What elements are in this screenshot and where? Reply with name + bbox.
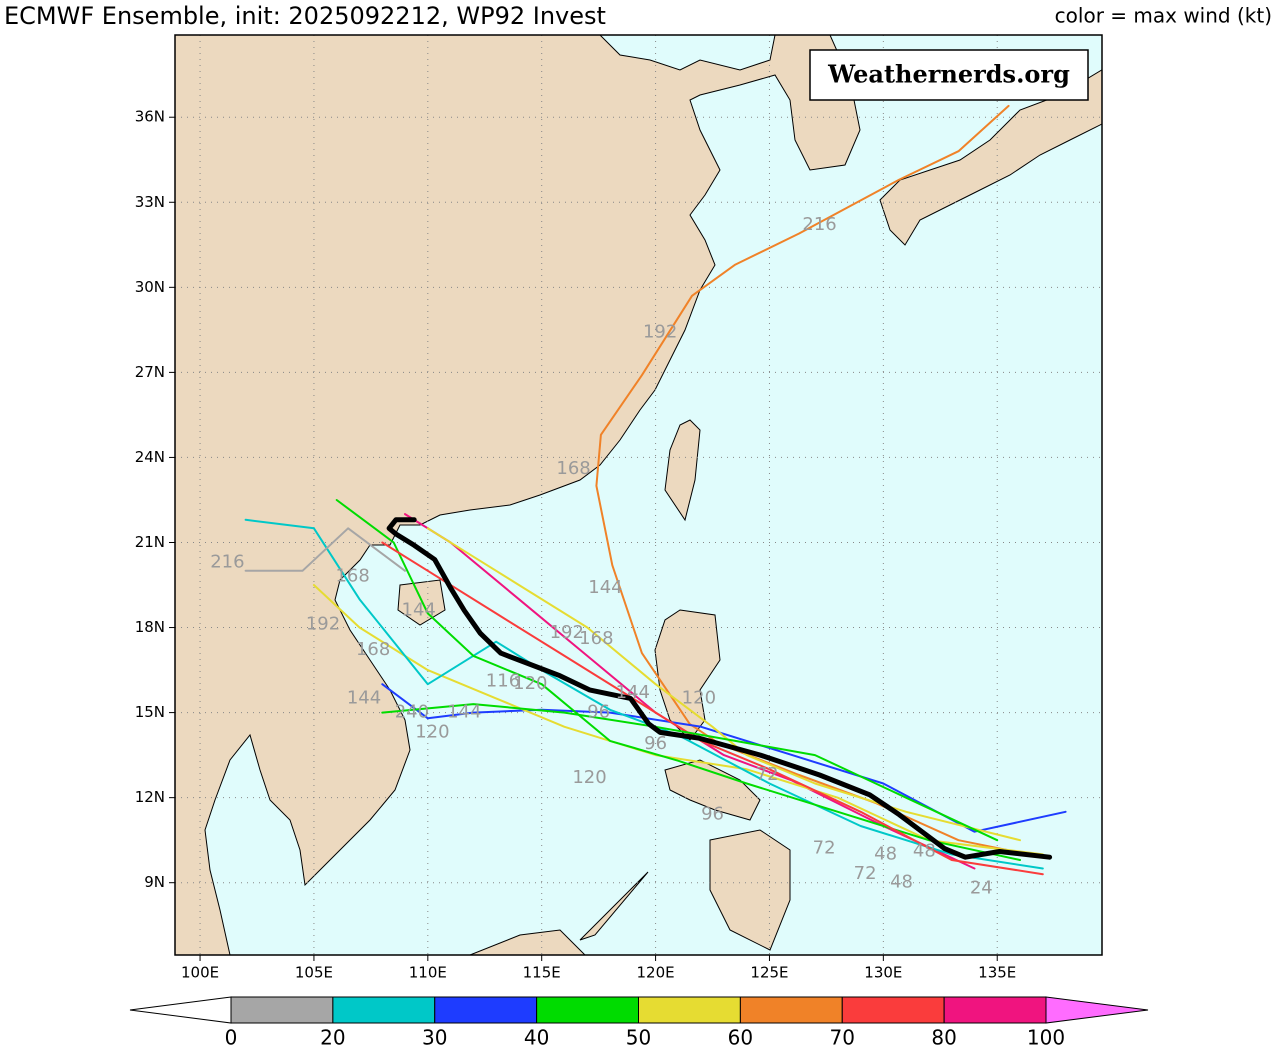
hour-label: 96 xyxy=(644,733,667,754)
title: ECMWF Ensemble, init: 2025092212, WP92 I… xyxy=(4,2,606,30)
colorbar-label: 60 xyxy=(728,1026,753,1050)
hour-label: 144 xyxy=(616,682,650,703)
x-tick-label: 135E xyxy=(978,964,1016,982)
hour-label: 72 xyxy=(854,863,877,884)
colorbar-segment xyxy=(943,996,1047,1024)
colorbar-label: 20 xyxy=(320,1026,345,1050)
tracks xyxy=(244,104,1067,876)
hour-label: 168 xyxy=(356,639,390,660)
colorbar-segment xyxy=(230,996,334,1024)
hour-label: 144 xyxy=(347,687,381,708)
colorbar-segment xyxy=(638,996,741,1024)
hour-label: 144 xyxy=(588,577,622,598)
ensemble-track xyxy=(595,104,1044,859)
ensemble-track xyxy=(244,527,406,572)
y-tick-label: 30N xyxy=(135,278,165,296)
y-tick-label: 15N xyxy=(135,703,165,721)
hour-label: 72 xyxy=(756,764,779,785)
subtitle: color = max wind (kt) xyxy=(1055,4,1272,28)
ensemble-track xyxy=(426,527,1021,842)
axes: 100E 105E 110E 115E 120E 125E 130E 135E 9N 12N 15N… xyxy=(135,108,1017,982)
hour-label: 120 xyxy=(682,687,716,708)
y-tick-label: 33N xyxy=(135,193,165,211)
ensemble-track xyxy=(335,499,1021,861)
x-tick-label: 130E xyxy=(864,964,902,982)
colorbar-label: 70 xyxy=(830,1026,855,1050)
colorbar-label: 30 xyxy=(422,1026,447,1050)
x-tick-label: 100E xyxy=(181,964,219,982)
colorbar-label: 50 xyxy=(626,1026,651,1050)
x-tick-label: 120E xyxy=(637,964,675,982)
hour-label: 72 xyxy=(813,838,836,859)
colorbar-segment xyxy=(739,996,843,1024)
hour-label: 120 xyxy=(415,721,449,742)
hour-label: 216 xyxy=(802,214,836,235)
colorbar-label: 40 xyxy=(524,1026,549,1050)
hour-label: 96 xyxy=(701,804,724,825)
hour-labels: 2161921681442161681921681442401201441441… xyxy=(210,214,993,898)
y-tick-label: 21N xyxy=(135,533,165,551)
hour-label: 192 xyxy=(643,322,677,343)
hour-label: 240 xyxy=(395,702,429,723)
colorbar-label: 0 xyxy=(225,1026,238,1050)
hour-label: 144 xyxy=(402,600,436,621)
colorbar-label: 80 xyxy=(931,1026,956,1050)
watermark-box xyxy=(809,49,1089,101)
y-tick-label: 12N xyxy=(135,788,165,806)
hour-label: 116 xyxy=(486,670,520,691)
watermark: Weathernerds.org xyxy=(827,60,1070,89)
hour-label: 144 xyxy=(447,702,481,723)
colorbar-over xyxy=(1045,996,1149,1024)
hour-label: 48 xyxy=(890,872,913,893)
colorbar: 0 20 30 40 50 60 70 80 100 xyxy=(129,996,1149,1050)
hour-label: 216 xyxy=(210,551,244,572)
x-tick-label: 125E xyxy=(750,964,788,982)
x-tick-label: 105E xyxy=(295,964,333,982)
hour-label: 168 xyxy=(335,566,369,587)
colorbar-segment xyxy=(841,996,945,1024)
y-tick-label: 9N xyxy=(144,873,165,891)
y-tick-label: 36N xyxy=(135,108,165,126)
colorbar-segment xyxy=(434,996,538,1024)
x-tick-label: 110E xyxy=(409,964,447,982)
ensemble-track xyxy=(381,541,1044,876)
hour-label: 120 xyxy=(572,767,606,788)
hour-label: 192 xyxy=(550,622,584,643)
colorbar-segment xyxy=(536,996,639,1024)
hour-label: 192 xyxy=(306,614,340,635)
hour-label: 168 xyxy=(579,628,613,649)
land xyxy=(175,35,1102,955)
mean-track xyxy=(386,517,1053,860)
colorbar-segment xyxy=(332,996,436,1024)
hour-label: 96 xyxy=(587,702,610,723)
y-tick-label: 27N xyxy=(135,363,165,381)
colorbar-label: 100 xyxy=(1027,1026,1065,1050)
hour-label: 48 xyxy=(874,843,897,864)
hour-label: 120 xyxy=(513,673,547,694)
y-tick-label: 24N xyxy=(135,448,165,466)
hour-label: 168 xyxy=(556,458,590,479)
ensemble-track xyxy=(244,518,1044,870)
colorbar-under xyxy=(129,996,232,1024)
map-border xyxy=(174,34,1103,956)
hour-label: 24 xyxy=(970,877,993,898)
x-tick-label: 115E xyxy=(523,964,561,982)
ensemble-track xyxy=(381,703,999,842)
hour-label: 48 xyxy=(913,841,936,862)
y-tick-label: 18N xyxy=(135,618,165,636)
